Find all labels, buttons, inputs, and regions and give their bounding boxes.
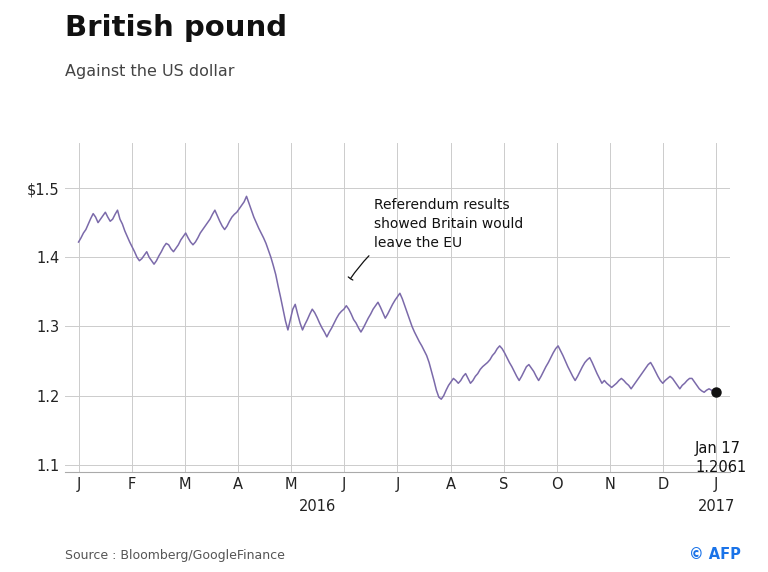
Text: Source : Bloomberg/GoogleFinance: Source : Bloomberg/GoogleFinance [65,549,285,562]
Text: 2017: 2017 [697,499,735,514]
Text: 2016: 2016 [299,499,336,514]
Text: © AFP: © AFP [689,547,741,562]
Text: British pound: British pound [65,14,287,42]
Text: Referendum results
showed Britain would
leave the EU: Referendum results showed Britain would … [373,198,523,251]
Text: Jan 17
1.2061: Jan 17 1.2061 [695,442,746,475]
Text: Against the US dollar: Against the US dollar [65,64,235,79]
